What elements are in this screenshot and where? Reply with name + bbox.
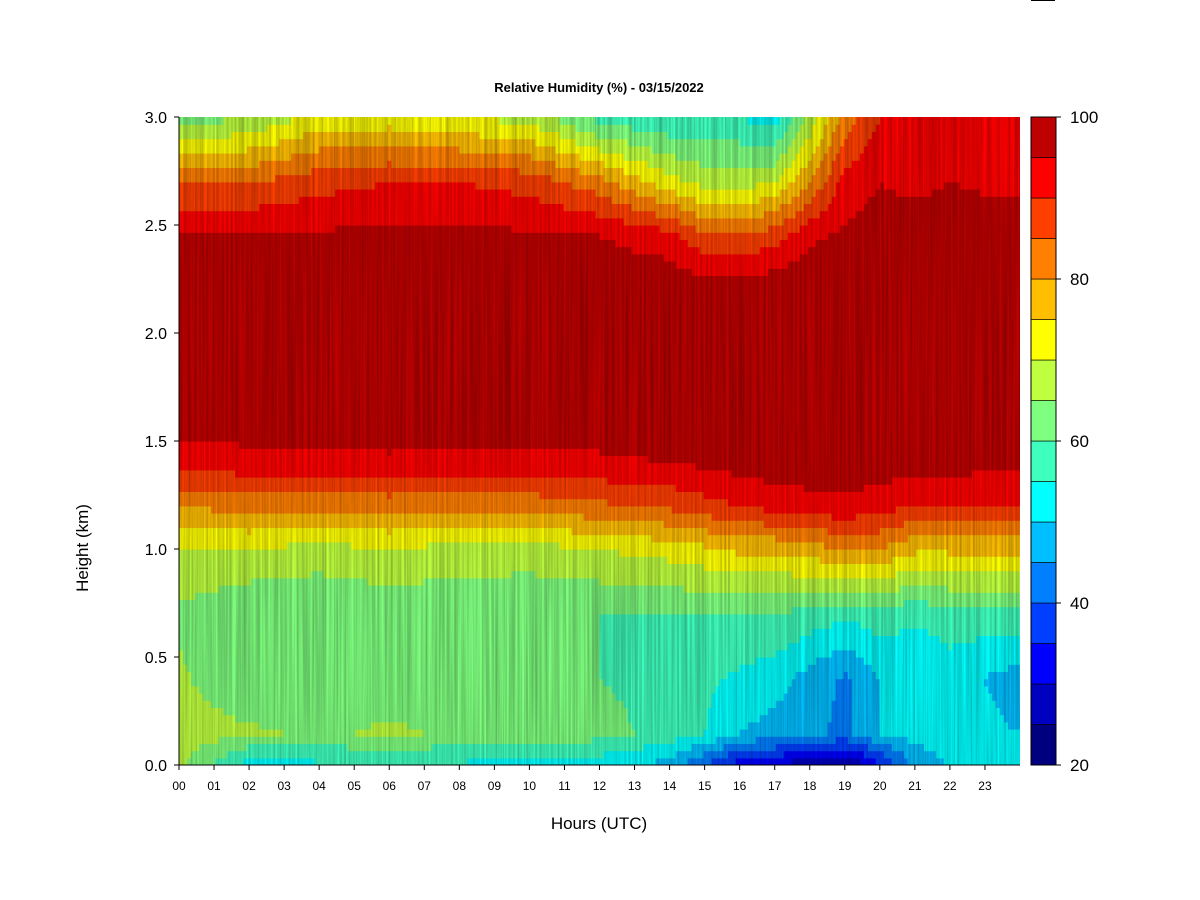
chart-title: Relative Humidity (%) - 03/15/2022 <box>494 80 704 95</box>
